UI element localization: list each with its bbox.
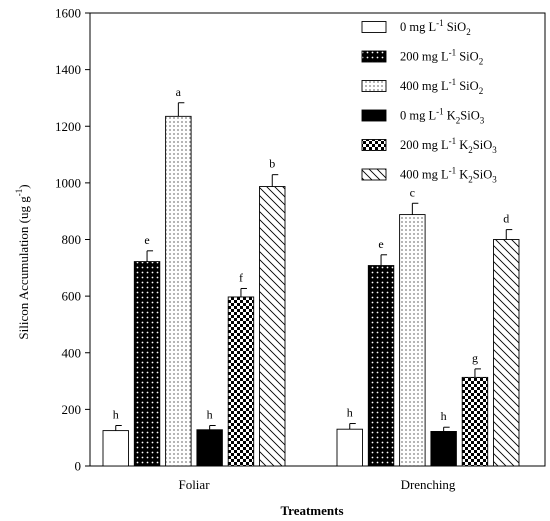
bar [165,115,192,467]
significance-label: f [239,270,243,284]
bar [430,431,457,467]
y-tick-label: 600 [62,289,82,304]
legend-swatch [361,109,387,122]
significance-label: e [144,233,149,247]
y-tick-label: 0 [75,459,82,474]
legend-label: 0 mg L-1 SiO2 [400,18,471,37]
legend-swatch [361,50,387,63]
significance-label: h [441,409,447,423]
significance-label: e [378,237,383,251]
y-axis-title-sup: -1 [14,189,24,197]
legend-label: 200 mg L-1 K2SiO3 [400,136,497,155]
x-tick-label: Drenching [401,477,456,492]
bar [399,214,426,467]
legend-swatch [361,21,387,33]
y-axis-title: Silicon Accumulation (ug g-1) [14,184,31,339]
x-tick-label: Foliar [178,477,210,492]
legend-swatch [361,168,387,181]
axes: 0 200 400 600 800 1000 1200 1400 1600 [55,6,546,474]
legend: 0 mg L-1 SiO2 200 mg L-1 SiO2 400 mg L-1 S… [361,18,497,185]
significance-label: c [410,185,415,199]
y-tick-label: 200 [62,402,82,417]
y-tick-label: 1600 [55,6,81,21]
y-tick-label: 1200 [55,119,81,134]
legend-label: 200 mg L-1 SiO2 [400,48,483,67]
bars-group [102,102,520,467]
bar [367,265,395,467]
legend-label: 0 mg L-1 K2SiO3 [400,107,485,126]
significance-label: h [347,406,353,420]
significance-label: d [503,212,509,226]
y-tick-label: 800 [62,232,82,247]
significance-label: b [269,157,275,171]
legend-swatch [361,139,387,151]
legend-label: 400 mg L-1 K2SiO3 [400,166,497,185]
significance-label: h [207,408,213,422]
y-tick-label: 1000 [55,175,81,190]
bar [461,376,489,467]
legend-swatch [361,80,387,92]
significance-label: g [472,351,478,365]
y-tick-label: 400 [62,345,82,360]
bar [336,428,363,467]
bar [259,186,286,467]
bar [133,261,161,467]
labels-group: h e a h f b Foliar h e c h g d Drenching [113,85,510,492]
bar [493,239,520,467]
significance-label: a [176,85,182,99]
bar [102,430,129,467]
y-axis-title-main: Silicon Accumulation (ug g [16,196,31,340]
y-axis-title-close: ) [16,184,31,188]
significance-label: h [113,408,119,422]
y-tick-label: 1400 [55,62,81,77]
bar [227,296,255,467]
legend-label: 400 mg L-1 SiO2 [400,77,483,96]
x-axis-title: Treatments [280,503,343,518]
bar [196,429,223,467]
